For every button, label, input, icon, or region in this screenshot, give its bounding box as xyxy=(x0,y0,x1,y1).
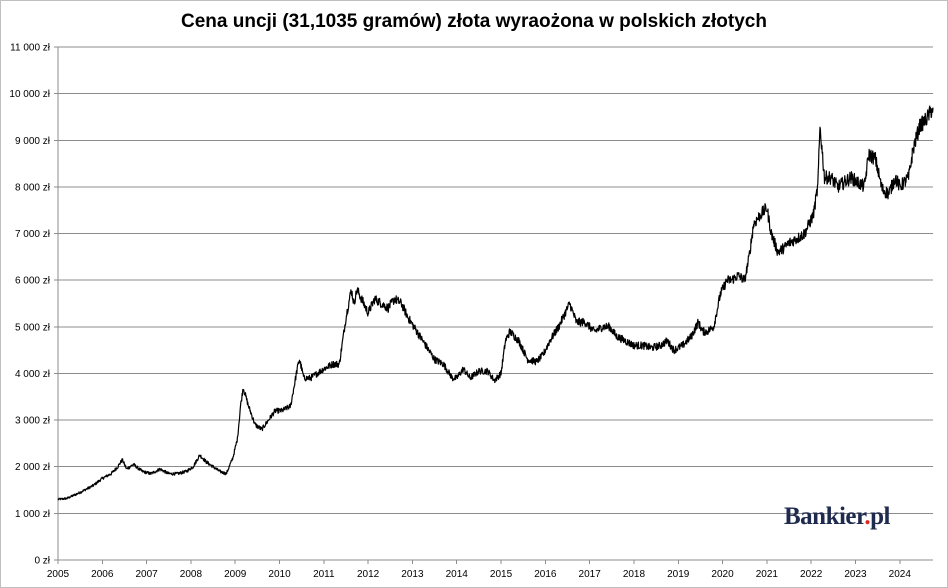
y-tick-label: 1 000 zł xyxy=(15,509,51,520)
y-tick-label: 4 000 zł xyxy=(15,369,51,380)
x-tick-label: 2012 xyxy=(357,569,380,580)
bankier-logo: Bankier.pl xyxy=(784,503,890,530)
x-tick-label: 2007 xyxy=(135,569,158,580)
x-tick-label: 2006 xyxy=(91,569,114,580)
x-tick-label: 2013 xyxy=(401,569,424,580)
x-tick-label: 2016 xyxy=(534,569,557,580)
x-tick-label: 2010 xyxy=(268,569,291,580)
x-tick-label: 2024 xyxy=(889,569,912,580)
x-tick-label: 2017 xyxy=(579,569,602,580)
y-tick-label: 0 zł xyxy=(34,556,50,567)
x-tick-label: 2023 xyxy=(844,569,867,580)
x-tick-label: 2009 xyxy=(224,569,247,580)
y-tick-label: 11 000 zł xyxy=(10,43,51,54)
x-tick-label: 2021 xyxy=(756,569,779,580)
x-tick-label: 2015 xyxy=(490,569,513,580)
y-tick-label: 7 000 zł xyxy=(15,229,51,240)
x-tick-label: 2019 xyxy=(667,569,690,580)
y-tick-label: 3 000 zł xyxy=(15,416,51,427)
x-tick-label: 2008 xyxy=(180,569,203,580)
y-tick-label: 5 000 zł xyxy=(15,322,51,333)
y-tick-label: 6 000 zł xyxy=(15,276,51,287)
y-tick-label: 9 000 zł xyxy=(15,136,51,147)
price-series-line xyxy=(57,105,934,501)
y-tick-label: 8 000 zł xyxy=(15,182,51,193)
chart-title: Cena uncji (31,1035 gramów) złota wyraoż… xyxy=(181,11,767,32)
x-tick-label: 2014 xyxy=(446,569,469,580)
y-tick-label: 10 000 zł xyxy=(9,89,50,100)
y-tick-label: 2 000 zł xyxy=(15,462,51,473)
x-tick-label: 2018 xyxy=(623,569,646,580)
x-tick-label: 2022 xyxy=(800,569,823,580)
x-tick-label: 2005 xyxy=(47,569,70,580)
x-tick-label: 2020 xyxy=(711,569,734,580)
x-tick-label: 2011 xyxy=(313,569,335,580)
